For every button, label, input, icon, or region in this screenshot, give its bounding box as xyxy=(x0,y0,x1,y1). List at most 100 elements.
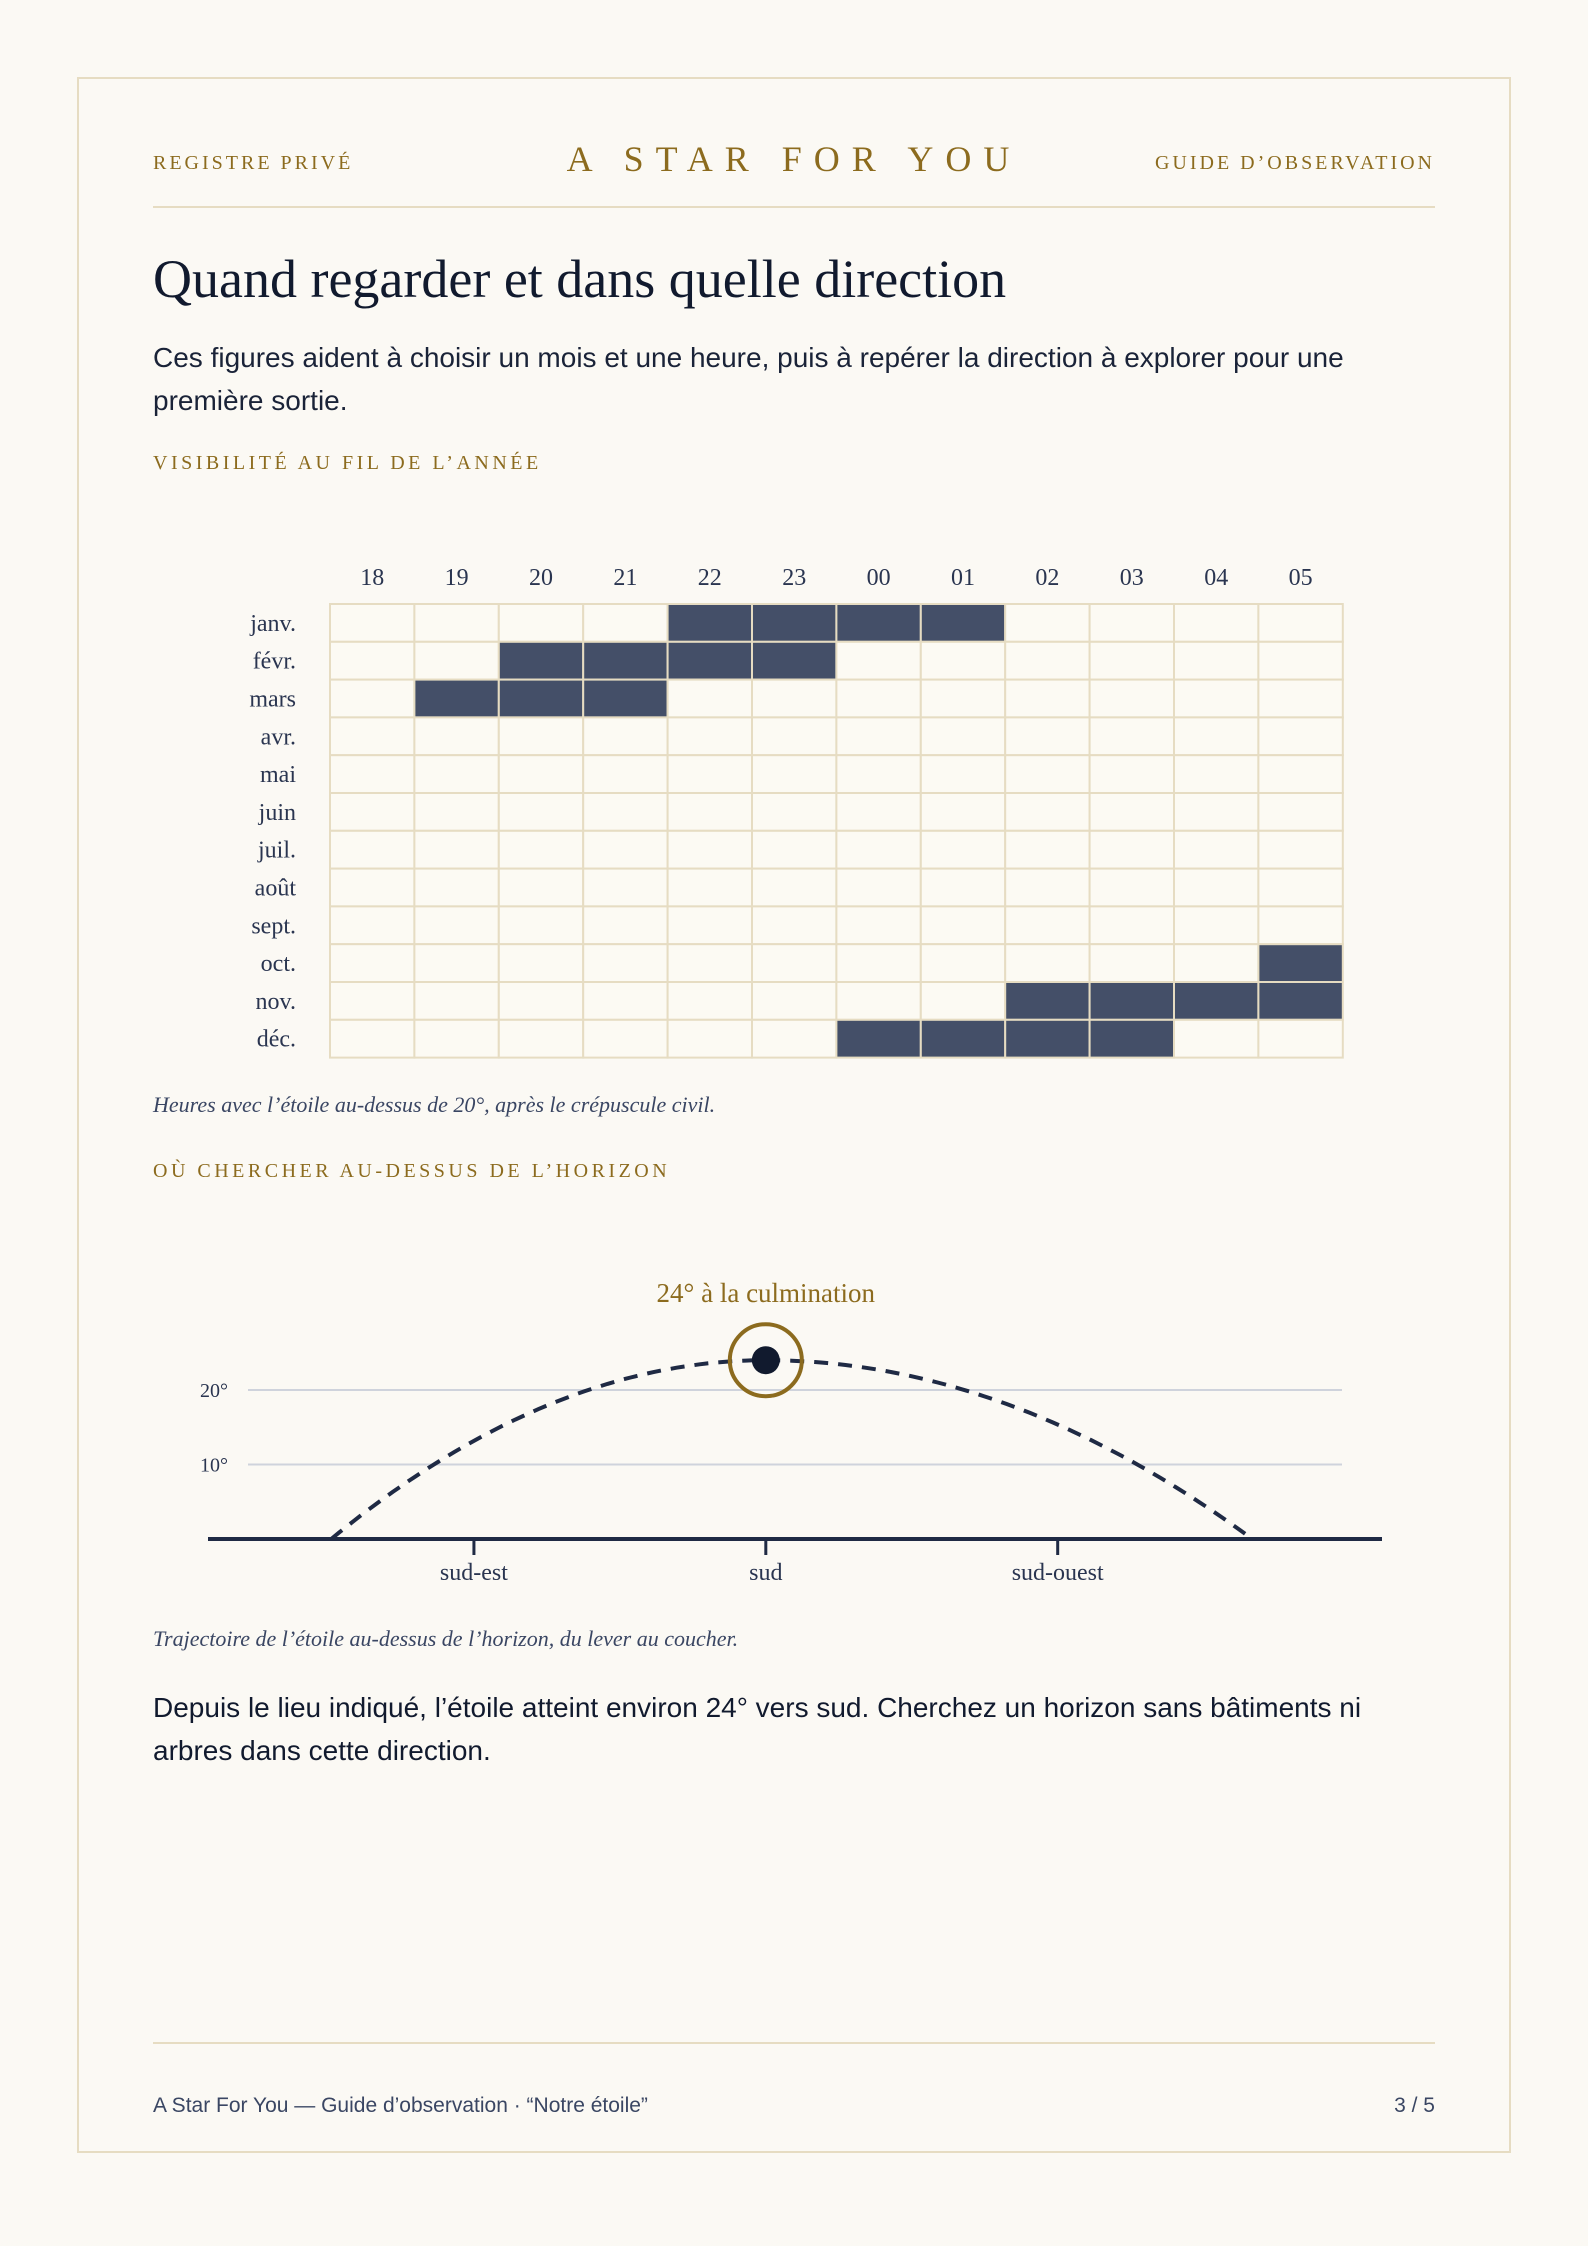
visibility-cell-visible xyxy=(1004,1018,1091,1059)
visibility-cell-empty xyxy=(666,981,753,1021)
horizon-caption: Trajectoire de l’étoile au-dessus de l’h… xyxy=(153,1626,739,1651)
month-tick-label: sept. xyxy=(251,913,296,939)
star-trajectory-line xyxy=(329,1358,1254,1541)
horizon-chart: 10° 20° sud-est sud sud-ouest 24° à la culmin… xyxy=(200,1278,1382,1586)
visibility-cell-empty xyxy=(919,905,1007,946)
header-divider xyxy=(153,206,1435,208)
visibility-cell-empty xyxy=(497,603,585,643)
visibility-cell-empty xyxy=(1257,1018,1344,1059)
visibility-cell-empty xyxy=(1173,905,1260,946)
hour-tick-label: 04 xyxy=(1204,565,1228,591)
visibility-cell-empty xyxy=(1173,754,1260,795)
visibility-cell-empty xyxy=(751,1018,838,1059)
visibility-cell-empty xyxy=(1173,943,1260,984)
visibility-cell-empty xyxy=(1173,1018,1260,1059)
visibility-cell-empty xyxy=(1173,867,1260,908)
visibility-caption: Heures avec l’étoile au-dessus de 20°, a… xyxy=(153,1092,716,1117)
visibility-cell-visible xyxy=(1088,981,1175,1021)
visibility-cell-empty xyxy=(1173,716,1260,757)
visibility-cell-empty xyxy=(497,716,585,757)
visibility-cell-empty xyxy=(582,603,669,643)
visibility-cell-empty xyxy=(329,943,416,984)
hour-tick-label: 22 xyxy=(698,565,722,591)
visibility-cell-empty xyxy=(1088,754,1175,795)
visibility-cell-empty xyxy=(835,792,922,832)
hour-tick-label: 21 xyxy=(613,565,637,591)
visibility-cell-empty xyxy=(666,905,753,946)
visibility-cell-empty xyxy=(413,1018,500,1059)
direction-tick-label: sud-ouest xyxy=(1012,1560,1104,1586)
footer-divider xyxy=(153,2042,1435,2044)
visibility-section-label: VISIBILITÉ AU FIL DE L’ANNÉE xyxy=(153,452,542,474)
visibility-cell-empty xyxy=(919,829,1007,870)
visibility-cell-empty xyxy=(329,792,416,832)
visibility-cell-empty xyxy=(1088,640,1175,681)
visibility-cell-empty xyxy=(329,754,416,795)
visibility-cell-empty xyxy=(666,678,753,719)
visibility-cell-empty xyxy=(582,754,669,795)
direction-tick-label: sud xyxy=(749,1560,782,1586)
altitude-tick-label: 20° xyxy=(200,1380,228,1402)
visibility-cell-empty xyxy=(329,1018,416,1059)
visibility-cell-visible xyxy=(1257,981,1344,1021)
visibility-cell-empty xyxy=(666,1018,753,1059)
month-tick-label: août xyxy=(255,876,297,902)
visibility-cell-empty xyxy=(582,716,669,757)
visibility-cell-empty xyxy=(1257,867,1344,908)
visibility-cell-empty xyxy=(835,905,922,946)
visibility-cell-empty xyxy=(413,792,500,832)
direction-paragraph: Depuis le lieu indiqué, l’étoile atteint… xyxy=(153,1692,1362,1766)
visibility-heatmap: 18 19 20 21 22 23 00 01 02 03 04 05 janv. févr. mars av… xyxy=(249,565,1344,1059)
visibility-cell-empty xyxy=(413,716,500,757)
hour-tick-label: 02 xyxy=(1035,565,1059,591)
visibility-cell-empty xyxy=(497,905,585,946)
culmination-ring xyxy=(727,1322,804,1399)
visibility-cell-empty xyxy=(919,792,1007,832)
month-tick-label: mars xyxy=(249,687,296,713)
visibility-cell-empty xyxy=(1004,603,1091,643)
hour-tick-label: 23 xyxy=(782,565,806,591)
page-frame xyxy=(77,77,1511,2153)
hour-tick-label: 00 xyxy=(867,565,891,591)
visibility-cell-empty xyxy=(1257,678,1344,719)
visibility-cell-empty xyxy=(497,1018,585,1059)
hour-tick-label: 03 xyxy=(1120,565,1144,591)
month-tick-label: févr. xyxy=(253,649,296,675)
visibility-cell-empty xyxy=(835,678,922,719)
visibility-cell-empty xyxy=(1088,867,1175,908)
visibility-cell-visible xyxy=(497,678,585,719)
visibility-cell-empty xyxy=(329,905,416,946)
visibility-cell-empty xyxy=(666,943,753,984)
visibility-cell-empty xyxy=(329,867,416,908)
month-tick-label: déc. xyxy=(257,1027,296,1053)
page-number: 3 / 5 xyxy=(1394,2094,1435,2117)
culmination-point xyxy=(751,1346,780,1375)
header-left-label: REGISTRE PRIVÉ xyxy=(153,152,354,174)
month-tick-label: oct. xyxy=(261,951,296,977)
visibility-cell-empty xyxy=(1088,603,1175,643)
horizon-section-label: OÙ CHERCHER AU-DESSUS DE L’HORIZON xyxy=(153,1160,671,1182)
visibility-cell-empty xyxy=(582,1018,669,1059)
month-tick-label: juil. xyxy=(257,838,296,864)
visibility-cell-visible xyxy=(666,640,753,681)
culmination-annotation: 24° à la culmination xyxy=(657,1278,876,1308)
month-tick-label: janv. xyxy=(249,611,296,637)
intro-paragraph: Ces figures aident à choisir un mois et … xyxy=(153,342,1344,416)
month-tick-label: avr. xyxy=(261,724,296,750)
month-tick-label: mai xyxy=(260,762,296,788)
visibility-cell-empty xyxy=(751,678,838,719)
visibility-cell-empty xyxy=(1173,678,1260,719)
visibility-cell-empty xyxy=(413,829,500,870)
visibility-cell-empty xyxy=(329,678,416,719)
visibility-cell-empty xyxy=(751,867,838,908)
visibility-cell-empty xyxy=(835,981,922,1021)
visibility-cell-empty xyxy=(1257,792,1344,832)
visibility-cell-empty xyxy=(919,716,1007,757)
visibility-cell-visible xyxy=(497,640,585,681)
visibility-cell-empty xyxy=(1257,905,1344,946)
hour-tick-label: 18 xyxy=(360,565,384,591)
brand-title: A STAR FOR YOU xyxy=(566,139,1022,179)
visibility-cell-empty xyxy=(751,754,838,795)
footer-document-title: A Star For You — Guide d’observation · “… xyxy=(153,2094,648,2117)
visibility-cell-empty xyxy=(919,981,1007,1021)
